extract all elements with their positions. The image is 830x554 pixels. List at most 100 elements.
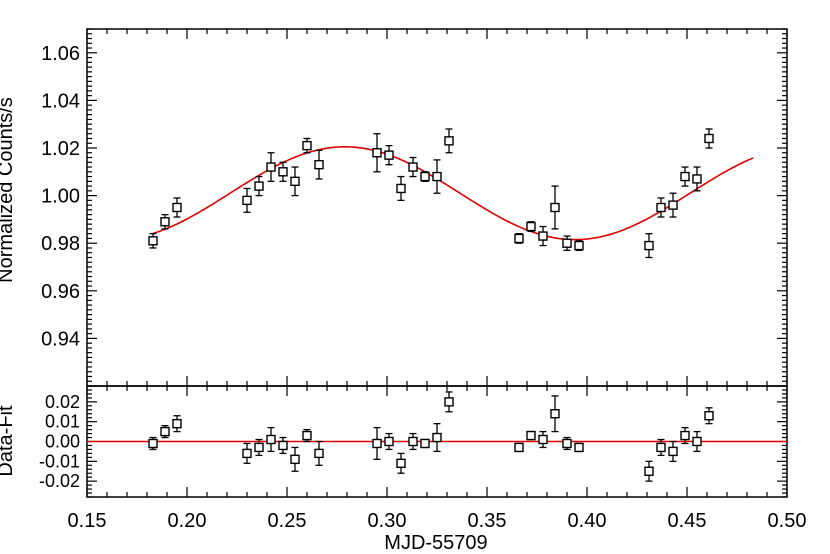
data-point xyxy=(372,133,382,173)
y-tick-label: 0.02 xyxy=(45,392,80,412)
data-point xyxy=(432,423,442,453)
square-marker xyxy=(278,167,288,177)
data-point xyxy=(160,213,170,230)
data-point xyxy=(148,436,158,451)
data-point xyxy=(172,197,182,218)
x-tick-label: 0.20 xyxy=(168,510,207,532)
data-point xyxy=(290,446,300,472)
data-point xyxy=(692,166,702,192)
data-point xyxy=(538,430,548,449)
data-point xyxy=(172,415,182,433)
square-marker xyxy=(680,171,690,182)
square-marker xyxy=(692,436,702,447)
x-tick-label: 0.25 xyxy=(268,510,307,532)
square-marker xyxy=(372,438,382,449)
data-point xyxy=(668,192,678,218)
square-marker xyxy=(562,438,572,449)
data-point xyxy=(656,438,666,457)
y-tick-label: 0.94 xyxy=(41,328,80,350)
y-tick-label: 1.02 xyxy=(41,138,80,160)
square-marker xyxy=(550,202,560,213)
square-marker xyxy=(278,440,288,451)
square-marker xyxy=(302,140,312,151)
residual-data-points xyxy=(148,391,714,482)
data-point xyxy=(526,430,536,441)
data-point xyxy=(242,442,252,464)
square-marker xyxy=(574,240,584,251)
data-point xyxy=(384,144,394,166)
square-marker xyxy=(266,162,276,172)
square-marker xyxy=(704,411,714,421)
square-marker xyxy=(396,458,406,469)
square-marker xyxy=(242,195,252,206)
data-point xyxy=(668,440,678,462)
y-tick-label: -0.01 xyxy=(39,451,80,471)
square-marker xyxy=(680,430,690,441)
data-point xyxy=(704,128,714,149)
square-marker xyxy=(242,448,252,459)
square-marker xyxy=(656,442,666,453)
data-point xyxy=(432,159,442,194)
data-point xyxy=(408,156,418,178)
top-plot-frame xyxy=(86,28,788,387)
data-point xyxy=(254,175,264,197)
data-point xyxy=(514,233,524,244)
data-point xyxy=(444,391,454,413)
data-point xyxy=(396,175,406,202)
x-tick-labels: 0.15 0.20 0.25 0.30 0.35 0.40 0.45 0.50 xyxy=(68,510,807,532)
square-marker xyxy=(444,397,454,407)
square-marker xyxy=(384,436,394,447)
data-point xyxy=(278,161,288,182)
data-point xyxy=(384,432,394,451)
data-point xyxy=(314,440,324,466)
x-tick-label: 0.35 xyxy=(468,510,507,532)
data-point xyxy=(420,438,430,449)
square-marker xyxy=(172,202,182,213)
data-point xyxy=(550,395,560,433)
square-marker xyxy=(408,162,418,172)
square-marker xyxy=(254,181,264,191)
top-y-tick-labels: 0.94 0.96 0.98 1.00 1.02 1.04 1.06 xyxy=(41,43,80,351)
bottom-y-tick-labels: 0.020.010.00-0.01-0.02 xyxy=(39,392,80,491)
square-marker xyxy=(538,231,548,241)
bottom-axis-ticks xyxy=(86,385,788,498)
y-tick-label: 0.00 xyxy=(45,432,80,452)
data-point xyxy=(562,235,572,251)
data-point xyxy=(680,426,690,445)
data-point xyxy=(420,171,430,182)
x-tick-label: 0.40 xyxy=(568,510,607,532)
data-point xyxy=(242,187,252,213)
top-panel: 0.94 0.96 0.98 1.00 1.02 1.04 1.06 Normalized … xyxy=(0,28,788,387)
data-point xyxy=(266,152,276,182)
square-marker xyxy=(526,430,536,441)
square-marker xyxy=(574,442,584,453)
data-point xyxy=(302,137,312,154)
square-marker xyxy=(372,148,382,158)
square-marker xyxy=(384,150,394,160)
data-point xyxy=(254,438,264,457)
data-point xyxy=(444,128,454,154)
square-marker xyxy=(408,436,418,447)
x-tick-label: 0.30 xyxy=(368,510,407,532)
top-y-axis-label: Normalized Counts/s xyxy=(0,97,17,283)
data-point xyxy=(396,452,406,474)
model-curve xyxy=(152,146,754,241)
y-tick-label: 1.06 xyxy=(41,43,80,65)
square-marker xyxy=(550,409,560,419)
square-marker xyxy=(420,438,430,449)
square-marker xyxy=(266,434,276,445)
square-marker xyxy=(160,217,170,227)
square-marker xyxy=(668,446,678,457)
data-point xyxy=(408,432,418,451)
data-point xyxy=(514,442,524,453)
data-point xyxy=(302,428,312,443)
data-point xyxy=(526,221,536,232)
square-marker xyxy=(148,236,158,246)
square-marker xyxy=(644,466,654,476)
square-marker xyxy=(692,174,702,184)
y-tick-label: 0.01 xyxy=(45,412,80,432)
square-marker xyxy=(526,221,536,232)
data-point xyxy=(692,430,702,453)
square-marker xyxy=(302,430,312,441)
data-point xyxy=(278,436,288,455)
